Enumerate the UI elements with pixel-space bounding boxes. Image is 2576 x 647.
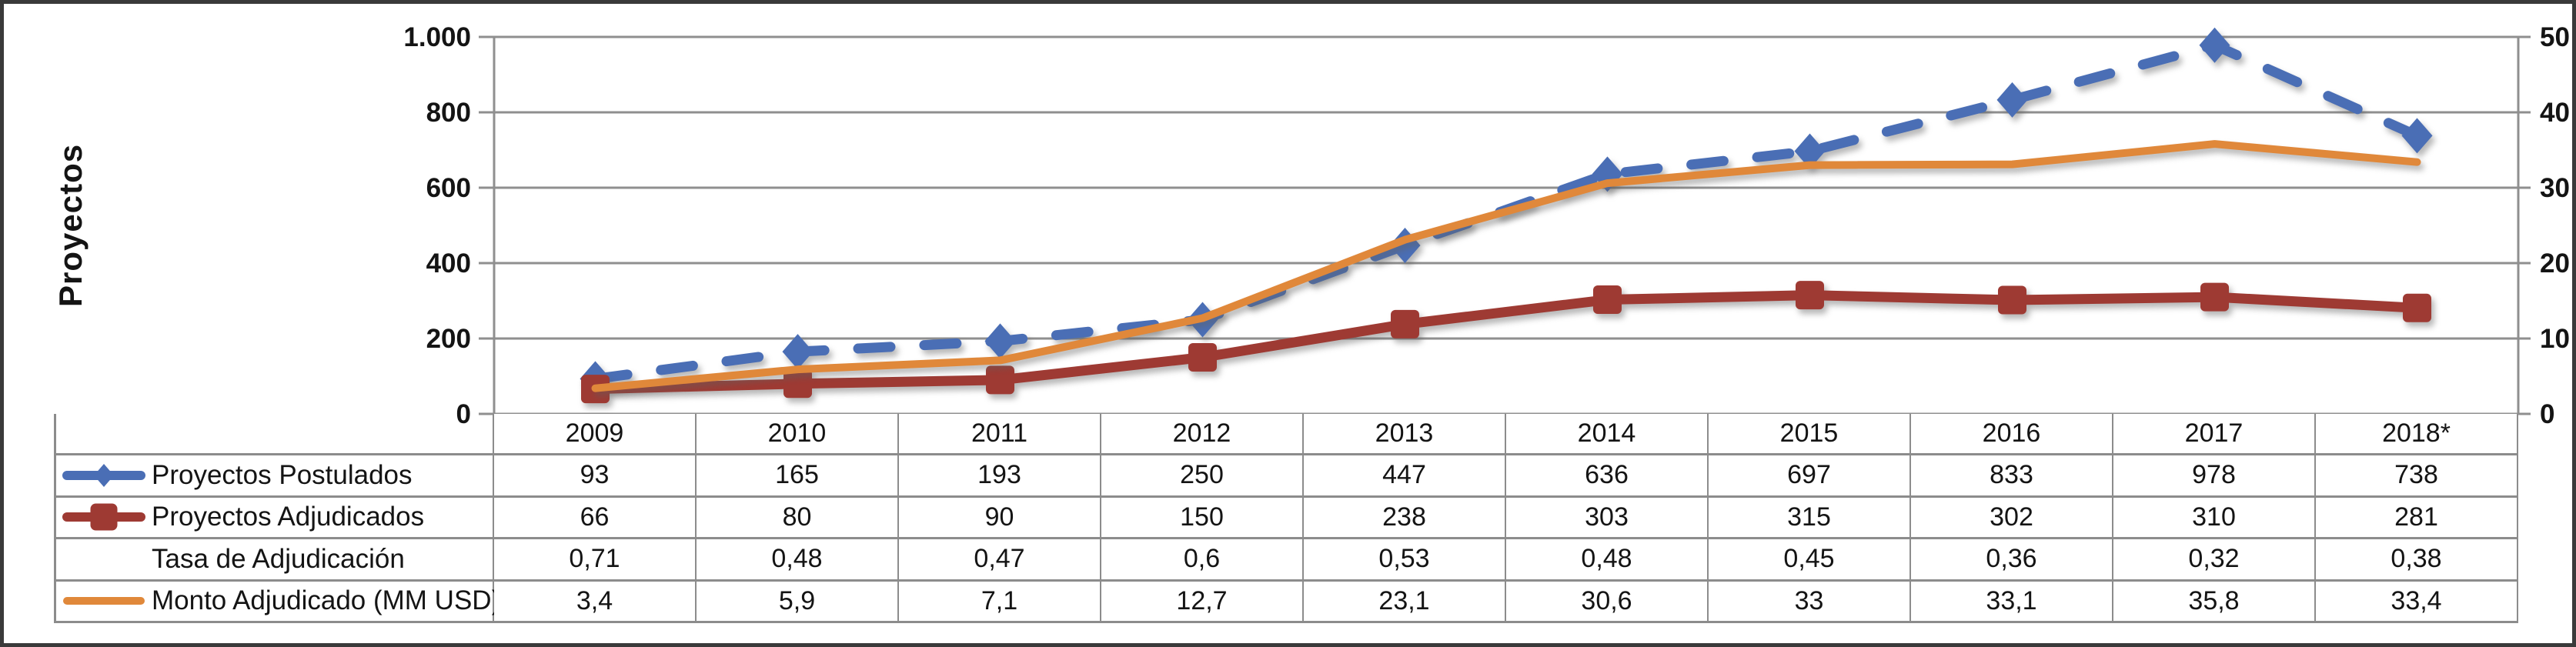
table-value-cell: 5,9 (697, 581, 899, 623)
right-axis-tick-label: 0 (2540, 399, 2554, 429)
table-value-cell: 281 (2316, 497, 2518, 539)
table-value-cell: 697 (1709, 455, 1911, 498)
square-marker (2200, 282, 2229, 312)
year-header-cell: 2018* (2316, 414, 2518, 455)
table-value-cell: 833 (1911, 455, 2113, 498)
diamond-marker (984, 323, 1016, 359)
square-marker (1391, 309, 1419, 339)
chart-plot: 0 0 200 10 400 20 600 30 800 40 1.000 50 (403, 22, 2570, 429)
table-value-cell: 193 (899, 455, 1101, 498)
legend-key-monto-adjudicado-mm-usd (63, 597, 145, 605)
series-label-cell: Monto Adjudicado (MM USD) (54, 581, 500, 623)
table-value-cell: 90 (899, 497, 1101, 539)
table-value-cell: 0,38 (2316, 539, 2518, 582)
table-value-cell: 238 (1304, 497, 1506, 539)
square-marker (1998, 285, 2026, 315)
year-header-cell: 2014 (1506, 414, 1709, 455)
data-table: 2009 2010 2011 2012 2013 2014 2015 2016 2017 2018… (54, 414, 2518, 623)
left-axis-tick-label: 0 (456, 399, 471, 429)
series-monto-adjudicado-mm-usd (591, 140, 2421, 392)
series-label: Monto Adjudicado (MM USD) (152, 585, 501, 616)
series-line (590, 290, 2422, 395)
left-axis-tick-label: 800 (426, 98, 471, 128)
series-proyectos-adjudicados (581, 281, 2431, 404)
square-marker (783, 369, 812, 399)
table-value-cell: 302 (1911, 497, 2113, 539)
legend-key-proyectos-adjudicados (62, 503, 145, 531)
square-marker (2403, 293, 2431, 322)
table-value-cell: 0,6 (1101, 539, 1304, 582)
table-value-cell: 0,36 (1911, 539, 2113, 582)
legend-key-empty (61, 539, 147, 580)
table-value-cell: 738 (2316, 455, 2518, 498)
table-value-cell: 33,1 (1911, 581, 2113, 623)
square-marker (1188, 343, 1217, 372)
table-value-cell: 33 (1709, 581, 1911, 623)
square-marker (90, 503, 118, 531)
right-axis-tick-label: 50 (2540, 22, 2570, 52)
square-marker (1796, 281, 1824, 310)
left-axis-tick-label: 1.000 (403, 22, 471, 52)
table-value-cell: 0,48 (697, 539, 899, 582)
table-value-cell: 7,1 (899, 581, 1101, 623)
table-value-cell: 315 (1709, 497, 1911, 539)
table-value-cell: 0,47 (899, 539, 1101, 582)
table-value-cell: 0,32 (2113, 539, 2316, 582)
table-value-cell: 80 (697, 497, 899, 539)
table-value-cell: 12,7 (1101, 581, 1304, 623)
table-corner-cell (54, 414, 494, 455)
right-axis-tick-label: 20 (2540, 248, 2570, 278)
series-label-cell: Proyectos Postulados (54, 455, 494, 498)
square-marker (986, 365, 1014, 395)
table-value-cell: 310 (2113, 497, 2316, 539)
diamond-marker (782, 334, 814, 370)
left-axis-tick-label: 600 (426, 173, 471, 203)
legend-key-proyectos-postulados (62, 463, 145, 487)
year-header-cell: 2012 (1101, 414, 1304, 455)
table-value-cell: 150 (1101, 497, 1304, 539)
series-label: Proyectos Postulados (152, 459, 413, 490)
table-value-cell: 978 (2113, 455, 2316, 498)
series-line (591, 140, 2421, 392)
right-axis-tick-label: 10 (2540, 324, 2570, 354)
series-label-cell: Proyectos Adjudicados (54, 497, 494, 539)
table-value-cell: 66 (494, 497, 697, 539)
right-axis-tick-label: 30 (2540, 173, 2570, 203)
year-header-cell: 2016 (1911, 414, 2113, 455)
series-label: Tasa de Adjudicación (152, 543, 405, 574)
year-header-cell: 2010 (697, 414, 899, 455)
table-value-cell: 303 (1506, 497, 1709, 539)
series-label-cell: Tasa de Adjudicación (54, 539, 494, 582)
right-axis-tick-label: 40 (2540, 98, 2570, 128)
table-value-cell: 23,1 (1304, 581, 1506, 623)
table-value-cell: 0,71 (494, 539, 697, 582)
table-value-cell: 636 (1506, 455, 1709, 498)
diamond-marker (2199, 27, 2230, 63)
year-header-cell: 2013 (1304, 414, 1506, 455)
year-header-cell: 2009 (494, 414, 697, 455)
square-marker (1593, 285, 1622, 315)
series-label: Proyectos Adjudicados (152, 502, 425, 532)
table-value-cell: 0,45 (1709, 539, 1911, 582)
table-value-cell: 447 (1304, 455, 1506, 498)
diamond-marker (2401, 118, 2433, 154)
year-header-cell: 2011 (899, 414, 1101, 455)
year-header-cell: 2017 (2113, 414, 2316, 455)
diamond-marker (94, 463, 114, 487)
diamond-marker (1996, 82, 2028, 118)
table-value-cell: 250 (1101, 455, 1304, 498)
table-value-cell: 35,8 (2113, 581, 2316, 623)
left-axis-tick-label: 400 (426, 248, 471, 278)
table-value-cell: 0,53 (1304, 539, 1506, 582)
table-value-cell: 30,6 (1506, 581, 1709, 623)
table-value-cell: 33,4 (2316, 581, 2518, 623)
table-value-cell: 93 (494, 455, 697, 498)
table-value-cell: 3,4 (494, 581, 697, 623)
table-value-cell: 165 (697, 455, 899, 498)
table-value-cell: 0,48 (1506, 539, 1709, 582)
left-axis-tick-label: 200 (426, 324, 471, 354)
diamond-marker (1794, 133, 1826, 169)
year-header-cell: 2015 (1709, 414, 1911, 455)
